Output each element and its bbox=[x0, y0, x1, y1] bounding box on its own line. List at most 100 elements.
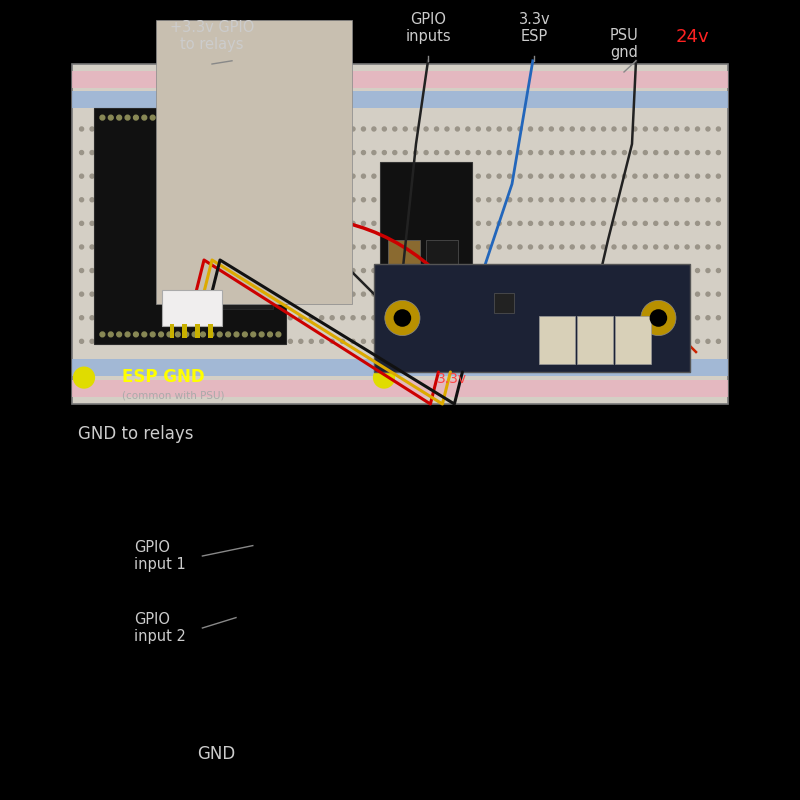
Circle shape bbox=[205, 269, 209, 273]
Circle shape bbox=[466, 339, 470, 343]
Circle shape bbox=[643, 245, 647, 249]
Circle shape bbox=[226, 115, 230, 120]
Circle shape bbox=[330, 339, 334, 343]
Circle shape bbox=[226, 292, 230, 296]
Circle shape bbox=[372, 292, 376, 296]
Circle shape bbox=[132, 316, 136, 320]
Circle shape bbox=[508, 269, 512, 273]
Circle shape bbox=[570, 222, 574, 226]
Circle shape bbox=[215, 269, 219, 273]
Circle shape bbox=[111, 174, 115, 178]
Circle shape bbox=[79, 292, 83, 296]
Circle shape bbox=[267, 316, 271, 320]
Circle shape bbox=[351, 292, 355, 296]
Circle shape bbox=[403, 174, 407, 178]
Circle shape bbox=[591, 127, 595, 131]
Circle shape bbox=[445, 174, 449, 178]
Circle shape bbox=[508, 150, 512, 154]
Circle shape bbox=[111, 127, 115, 131]
Circle shape bbox=[236, 222, 240, 226]
Circle shape bbox=[122, 222, 126, 226]
Circle shape bbox=[246, 339, 250, 343]
Circle shape bbox=[550, 127, 554, 131]
Circle shape bbox=[215, 245, 219, 249]
Circle shape bbox=[654, 174, 658, 178]
Circle shape bbox=[299, 316, 303, 320]
Circle shape bbox=[362, 127, 366, 131]
Circle shape bbox=[445, 316, 449, 320]
Circle shape bbox=[215, 198, 219, 202]
Circle shape bbox=[374, 367, 394, 388]
Circle shape bbox=[192, 332, 197, 337]
Circle shape bbox=[539, 174, 543, 178]
Circle shape bbox=[246, 245, 250, 249]
Circle shape bbox=[79, 339, 83, 343]
Circle shape bbox=[641, 300, 676, 336]
Circle shape bbox=[246, 316, 250, 320]
Circle shape bbox=[174, 339, 178, 343]
Circle shape bbox=[132, 339, 136, 343]
Circle shape bbox=[581, 292, 585, 296]
Circle shape bbox=[351, 316, 355, 320]
Circle shape bbox=[153, 174, 157, 178]
Circle shape bbox=[455, 150, 459, 154]
Circle shape bbox=[111, 245, 115, 249]
Circle shape bbox=[393, 198, 397, 202]
Circle shape bbox=[706, 150, 710, 154]
Circle shape bbox=[320, 222, 324, 226]
Circle shape bbox=[246, 150, 250, 154]
Circle shape bbox=[320, 150, 324, 154]
Text: (common with PSU): (common with PSU) bbox=[122, 390, 224, 400]
Circle shape bbox=[101, 198, 105, 202]
Circle shape bbox=[101, 292, 105, 296]
Circle shape bbox=[393, 222, 397, 226]
Circle shape bbox=[341, 269, 345, 273]
Circle shape bbox=[320, 316, 324, 320]
Circle shape bbox=[414, 150, 418, 154]
Circle shape bbox=[695, 150, 699, 154]
Circle shape bbox=[101, 316, 105, 320]
Circle shape bbox=[706, 222, 710, 226]
Circle shape bbox=[330, 245, 334, 249]
Circle shape bbox=[79, 174, 83, 178]
Circle shape bbox=[226, 150, 230, 154]
Circle shape bbox=[602, 198, 606, 202]
Circle shape bbox=[560, 292, 564, 296]
Circle shape bbox=[560, 245, 564, 249]
Circle shape bbox=[581, 198, 585, 202]
Circle shape bbox=[90, 245, 94, 249]
Circle shape bbox=[695, 339, 699, 343]
Circle shape bbox=[466, 222, 470, 226]
Circle shape bbox=[581, 316, 585, 320]
Circle shape bbox=[685, 127, 689, 131]
Circle shape bbox=[560, 174, 564, 178]
Circle shape bbox=[393, 269, 397, 273]
Circle shape bbox=[466, 316, 470, 320]
Circle shape bbox=[278, 339, 282, 343]
Circle shape bbox=[174, 269, 178, 273]
Circle shape bbox=[674, 316, 678, 320]
Circle shape bbox=[90, 150, 94, 154]
Circle shape bbox=[403, 339, 407, 343]
Circle shape bbox=[257, 174, 261, 178]
Circle shape bbox=[674, 198, 678, 202]
Circle shape bbox=[194, 222, 198, 226]
Circle shape bbox=[90, 292, 94, 296]
Circle shape bbox=[117, 115, 122, 120]
Circle shape bbox=[650, 309, 667, 326]
Circle shape bbox=[132, 174, 136, 178]
Circle shape bbox=[192, 115, 197, 120]
Circle shape bbox=[717, 316, 720, 320]
Circle shape bbox=[633, 222, 637, 226]
Circle shape bbox=[382, 316, 386, 320]
Circle shape bbox=[259, 115, 264, 120]
Circle shape bbox=[664, 174, 668, 178]
Circle shape bbox=[424, 127, 428, 131]
Bar bbox=[380, 162, 472, 334]
Circle shape bbox=[529, 127, 533, 131]
Circle shape bbox=[267, 245, 271, 249]
Circle shape bbox=[424, 339, 428, 343]
Circle shape bbox=[633, 150, 637, 154]
Circle shape bbox=[455, 269, 459, 273]
Circle shape bbox=[142, 316, 146, 320]
